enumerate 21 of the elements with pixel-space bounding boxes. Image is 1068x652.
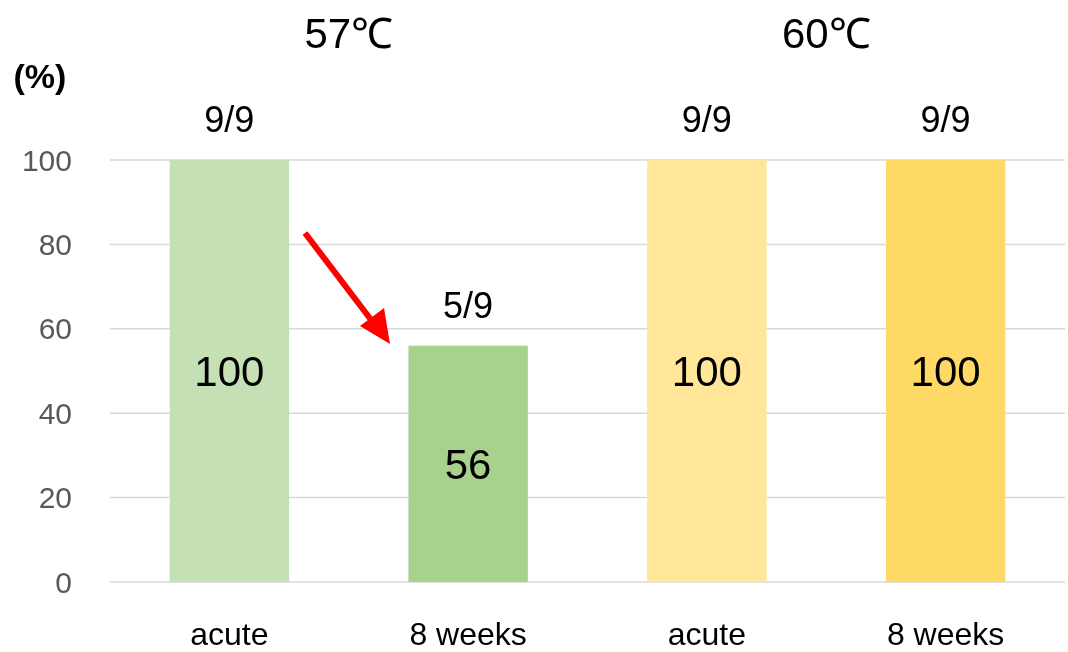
data-label: 100 [194, 347, 265, 395]
y-tick-label: 60 [38, 312, 72, 346]
text: 60℃ [781, 10, 871, 57]
x-tick-label: 8 weeks [886, 616, 1005, 652]
text: 9/9 [681, 99, 732, 140]
data-label: 56 [444, 440, 492, 488]
x-tick-label: acute [190, 616, 269, 652]
y-tick-label: 100 [21, 143, 72, 177]
x-tick-label: acute [667, 616, 747, 652]
data-label: 100 [910, 347, 981, 395]
text: 9/9 [204, 99, 255, 140]
y-tick-label: 40 [38, 396, 72, 430]
text: 9/9 [920, 99, 971, 140]
y-axis-title: (%) [13, 57, 67, 95]
x-tick-label: 8 weeks [409, 616, 527, 652]
data-label: 100 [671, 347, 742, 395]
annotation: 5/9 [443, 284, 494, 326]
y-tick-label: 20 [38, 481, 72, 515]
y-tick-label: 80 [38, 227, 72, 261]
text: 57℃ [304, 10, 394, 57]
y-tick-label: 0 [55, 565, 72, 599]
